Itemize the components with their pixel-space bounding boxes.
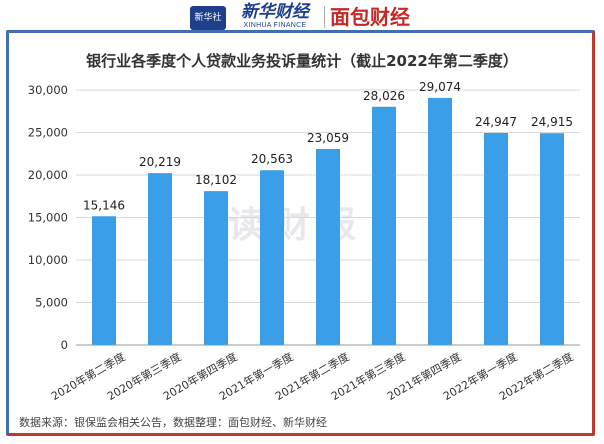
bar-layer [92, 97, 564, 346]
data-label: 28,026 [363, 89, 405, 103]
header: 新华社 新华财经 XINHUA FINANCE 面包财经 [0, 0, 604, 34]
y-tick-label: 20,000 [28, 168, 68, 182]
bar [540, 133, 564, 345]
data-label: 29,074 [419, 80, 461, 94]
data-label: 15,146 [83, 198, 125, 212]
bar [260, 170, 284, 345]
y-tick-label: 25,000 [28, 126, 68, 140]
y-tick-label: 0 [61, 338, 68, 352]
bar [428, 97, 452, 345]
chart-title: 银行业各季度个人贷款业务投诉量统计（截止2022年第二季度） [86, 52, 518, 70]
y-tick-label: 15,000 [28, 211, 68, 225]
bar [92, 216, 116, 345]
axis-layer: 0 5,000 10,000 15,000 20,000 25,000 30,000 [28, 83, 68, 352]
bar [372, 106, 396, 346]
bar [204, 191, 228, 345]
data-label: 24,915 [531, 115, 573, 129]
logo-divider [324, 6, 325, 28]
mianbao-finance-logo: 面包财经 [330, 5, 410, 29]
bar [148, 173, 172, 345]
xinhua-finance-cn: 新华财经 [241, 2, 309, 22]
bar [316, 148, 340, 345]
xinhua-finance-logo: 新华财经 XINHUA FINANCE [230, 3, 320, 31]
source-note: 数据来源：银保监会相关公告，数据整理：面包财经、新华财经 [19, 416, 327, 429]
bar [484, 132, 508, 345]
data-label: 23,059 [307, 131, 349, 145]
xinhua-finance-en: XINHUA FINANCE [243, 22, 307, 29]
xinhua-news-logo: 新华社 [190, 6, 226, 30]
data-label: 20,219 [139, 155, 181, 169]
y-tick-label: 5,000 [35, 296, 68, 310]
data-label: 20,563 [251, 152, 293, 166]
y-tick-label: 30,000 [28, 83, 68, 97]
data-label: 18,102 [195, 173, 237, 187]
y-tick-label: 10,000 [28, 253, 68, 267]
data-label: 24,947 [475, 115, 517, 129]
